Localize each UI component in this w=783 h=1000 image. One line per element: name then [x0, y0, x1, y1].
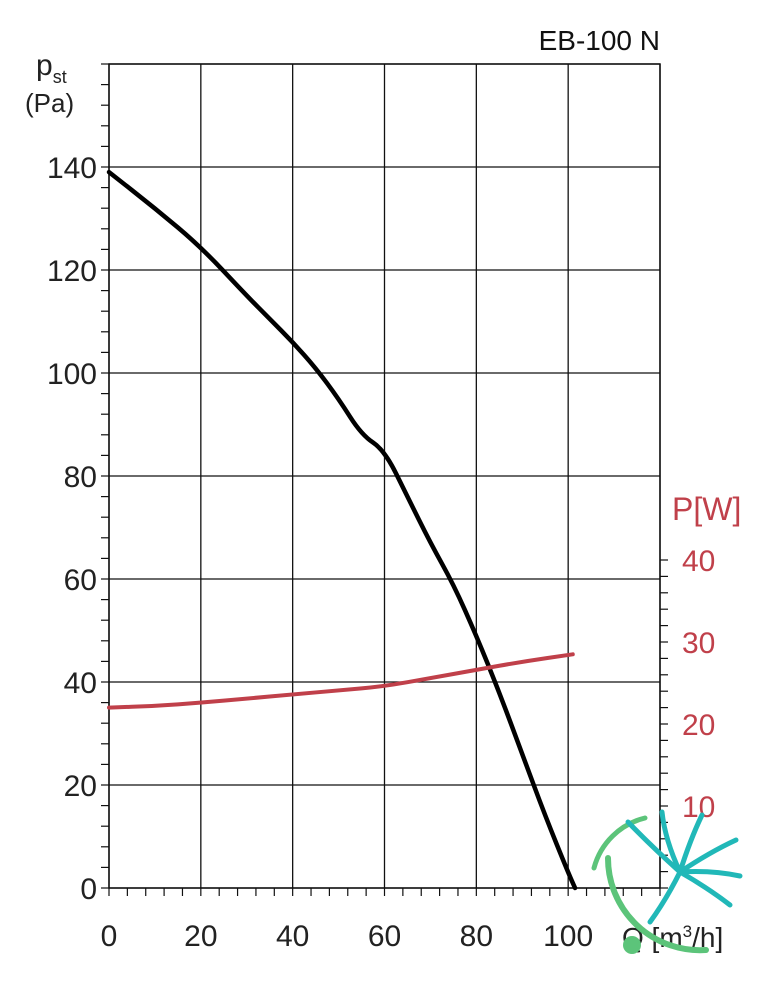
- y2-tick-label: 20: [682, 709, 715, 742]
- logo-blade-4: [677, 837, 739, 875]
- logo-blade-6: [677, 869, 733, 908]
- y-tick-label: 140: [47, 152, 97, 185]
- y2-tick-label: 40: [682, 545, 715, 578]
- y-axis-label-main: p: [36, 49, 53, 82]
- y-axis-label: pst: [36, 49, 67, 87]
- y-tick-label: 80: [64, 461, 97, 494]
- y-axis-label-sub: st: [53, 67, 67, 87]
- fan-blades-logo: [591, 809, 743, 954]
- pressure-curve-line: [106, 169, 578, 891]
- x-tick-label: 100: [543, 920, 593, 953]
- series-lines: [106, 169, 578, 891]
- logo-green-arc: [604, 855, 709, 954]
- y2-tick-label: 30: [682, 627, 715, 660]
- x-tick-label: 20: [184, 920, 217, 953]
- grid: [108, 63, 661, 889]
- x-tick-label: 0: [101, 920, 118, 953]
- logo-green-arc-2: [591, 815, 648, 871]
- x-axis-label-sup: 3: [683, 922, 692, 941]
- logo-blade-1: [625, 819, 683, 875]
- y-tick-label: 60: [64, 564, 97, 597]
- y-tick-label: 120: [47, 255, 97, 288]
- x-tick-label: 40: [276, 920, 309, 953]
- y-tick-label: 100: [47, 358, 97, 391]
- x-tick-label: 60: [368, 920, 401, 953]
- y-tick-label: 0: [80, 873, 97, 906]
- logo-blade-3: [677, 812, 705, 875]
- y-tick-label: 40: [64, 667, 97, 700]
- power-curve-line: [107, 652, 575, 710]
- logo-blade-5: [677, 869, 743, 879]
- y2-axis-label: P[W]: [672, 491, 741, 527]
- y-tick-label: 20: [64, 770, 97, 803]
- x-tick-label: 80: [460, 920, 493, 953]
- logo-blade-7: [647, 869, 683, 925]
- logo-dot: [623, 936, 641, 954]
- axis-ticks: [101, 63, 668, 896]
- logo-blade-2: [659, 809, 683, 875]
- y-axis-unit: (Pa): [25, 88, 74, 118]
- chart-title: EB-100 N: [539, 25, 660, 56]
